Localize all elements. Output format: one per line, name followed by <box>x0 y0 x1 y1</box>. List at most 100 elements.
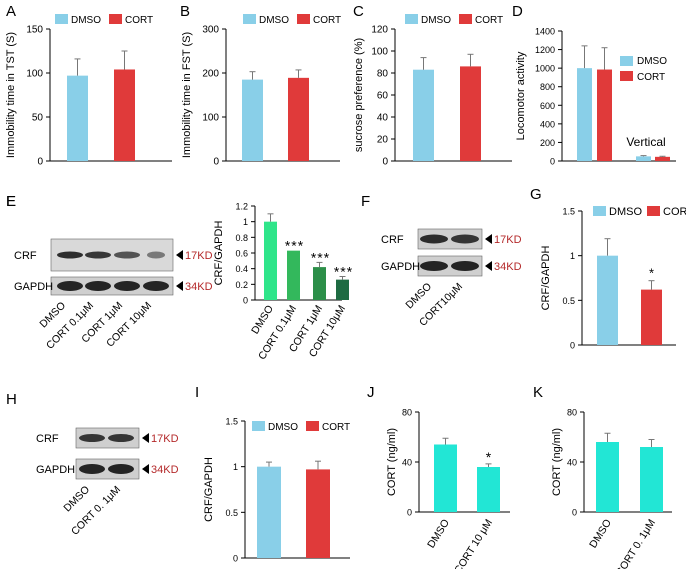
y-axis-label: CORT (ng/ml) <box>551 428 563 496</box>
panel-k: 0 40 80 CORT (ng/ml) K DMSO CORT 0. 1μM <box>533 384 672 569</box>
panel-label: F <box>361 193 370 210</box>
y-tick-label: 0 <box>550 157 555 167</box>
y-tick-label: 400 <box>540 119 555 129</box>
bar-dmso <box>597 255 618 345</box>
bar-cort <box>641 289 662 345</box>
y-tick-label: 1200 <box>535 45 555 55</box>
blot-band <box>420 234 448 244</box>
panel-label: H <box>6 391 17 408</box>
y-tick-label: 0.5 <box>225 508 238 518</box>
legend-swatch-cort <box>647 206 660 216</box>
group-label-vertical: Vertical <box>626 135 665 149</box>
y-tick-label: 1 <box>570 251 575 261</box>
y-tick-label: 0.6 <box>235 249 248 259</box>
y-tick-label: 200 <box>540 138 555 148</box>
y-tick-label: 0 <box>233 554 238 564</box>
kd-label: 34KD <box>151 464 179 476</box>
bar <box>287 250 300 300</box>
bar <box>596 442 619 512</box>
bar-cort <box>288 77 309 161</box>
blot-strip <box>50 276 174 296</box>
y-tick-label: 1 <box>233 462 238 472</box>
kd-label: 17KD <box>151 433 179 445</box>
legend-swatch-cort <box>306 421 319 431</box>
legend-label-cort: CORT <box>125 15 153 26</box>
legend-swatch-dmso <box>620 56 633 66</box>
panel-label: J <box>367 384 375 401</box>
blot-strip <box>417 228 483 250</box>
x-tick-label: DMSO <box>587 517 614 550</box>
y-tick-label: 300 <box>202 25 219 36</box>
y-tick-label: 40 <box>377 113 389 124</box>
blot-band <box>79 434 105 442</box>
kd-arrow-icon <box>142 464 149 474</box>
blot-strip <box>75 458 140 480</box>
legend-label-cort: CORT <box>663 206 686 218</box>
legend-swatch-dmso <box>405 14 418 24</box>
y-tick-label: 0 <box>213 157 219 168</box>
blot-band <box>85 281 111 291</box>
bar-cort <box>655 156 670 161</box>
significance-stars: *** <box>285 238 304 254</box>
y-tick-label: 600 <box>540 101 555 111</box>
y-tick-label: 0.4 <box>235 264 248 274</box>
y-tick-label: 0.5 <box>562 296 575 306</box>
blot-row-label: CRF <box>14 250 37 262</box>
y-tick-label: 1400 <box>535 27 555 37</box>
legend-swatch-cort <box>620 71 633 81</box>
legend-swatch-cort <box>109 14 122 24</box>
legend-label-dmso: DMSO <box>268 422 298 433</box>
y-tick-label: 1.5 <box>562 207 575 217</box>
y-axis-label: Immobility time in TST (S) <box>5 32 17 158</box>
blot-band <box>420 261 448 271</box>
bar-dmso <box>242 79 263 161</box>
bar <box>640 447 663 512</box>
y-tick-label: 1000 <box>535 64 555 74</box>
kd-label: 34KD <box>494 261 522 273</box>
panel-label: I <box>195 384 199 401</box>
legend-swatch-dmso <box>55 14 68 24</box>
kd-arrow-icon <box>142 433 149 443</box>
kd-arrow-icon <box>176 250 183 260</box>
kd-label: 17KD <box>185 250 213 262</box>
legend-label-cort: CORT <box>322 422 350 433</box>
panel-label: K <box>533 384 543 401</box>
legend-label-dmso: DMSO <box>71 15 101 26</box>
bar <box>434 444 457 512</box>
panel-label: B <box>180 3 190 20</box>
blot-band <box>114 251 140 259</box>
y-tick-label: 80 <box>402 408 412 418</box>
blot-band <box>114 281 140 291</box>
blot-band <box>147 251 165 259</box>
bar-cort <box>597 69 612 161</box>
y-tick-label: 1.5 <box>225 417 238 427</box>
y-axis-label: Immobility time in FST (S) <box>181 32 193 158</box>
bar-cort <box>306 469 330 558</box>
blot-strip <box>75 427 140 449</box>
panel-label: C <box>353 3 364 20</box>
y-tick-label: 100 <box>26 69 43 80</box>
y-axis-label: CRF/GAPDH <box>540 246 552 311</box>
panel-label: G <box>530 186 542 203</box>
bar-dmso <box>67 75 88 161</box>
y-tick-label: 1 <box>243 217 248 227</box>
y-tick-label: 50 <box>32 113 44 124</box>
legend-label-dmso: DMSO <box>609 206 642 218</box>
y-tick-label: 0.2 <box>235 280 248 290</box>
significance-stars: *** <box>334 264 353 280</box>
legend-swatch-dmso <box>252 421 265 431</box>
blot-band <box>108 464 134 474</box>
bar-dmso <box>636 156 651 161</box>
blot-band <box>57 251 83 259</box>
legend-label-dmso: DMSO <box>421 15 451 26</box>
panel-b: 0 100 200 300 Immobility time in FST (S) B DMS… <box>180 3 341 168</box>
panel-j: 0 40 80 CORT (ng/ml) J * DMSO CORT 10 μM <box>367 384 510 569</box>
y-tick-label: 0 <box>243 296 248 306</box>
y-axis-label: Locomotor activity <box>515 51 527 140</box>
y-tick-label: 0 <box>407 508 412 518</box>
legend-label-cort: CORT <box>313 15 341 26</box>
